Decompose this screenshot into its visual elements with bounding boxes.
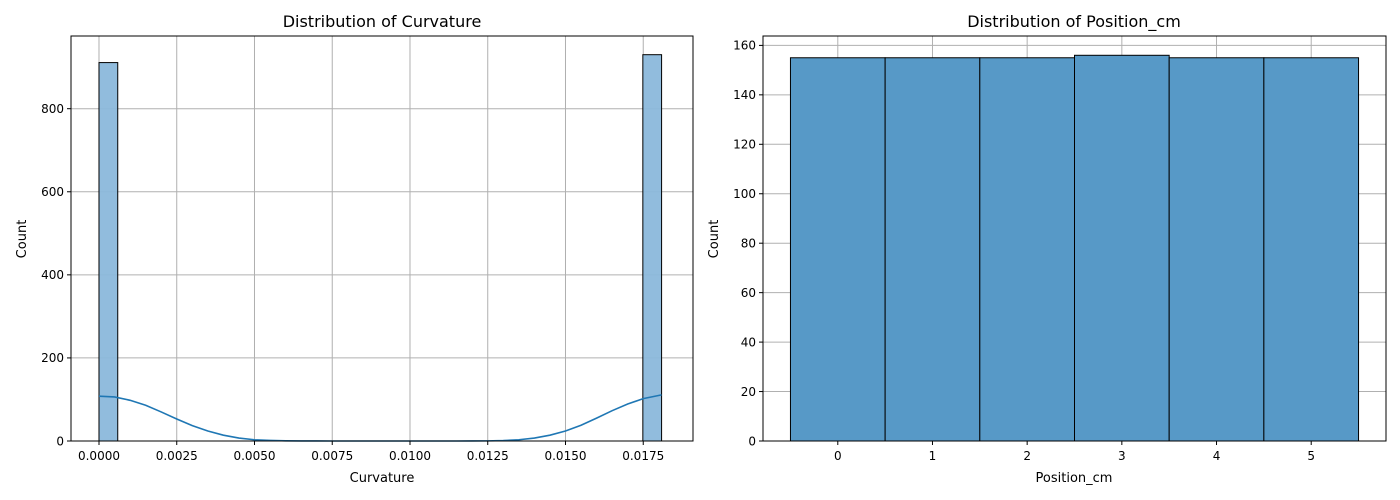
curvature-axes-frame	[70, 35, 694, 442]
position-histogram-bar	[1074, 54, 1170, 442]
curvature-x-tick-label: 0.0175	[622, 449, 664, 463]
position-y-tick-label: 140	[733, 88, 756, 102]
position-chart-title: Distribution of Position_cm	[967, 12, 1181, 32]
position-histogram-bar	[1168, 57, 1265, 442]
curvature-kde-line	[98, 394, 662, 442]
curvature-y-tick-label: 0	[56, 434, 64, 448]
curvature-x-tick-label: 0.0125	[467, 449, 509, 463]
position-axes-frame	[762, 35, 1387, 442]
curvature-y-tick-label: 400	[41, 268, 64, 282]
curvature-x-tick-label: 0.0050	[233, 449, 275, 463]
position-histogram-bar	[884, 57, 981, 442]
position-histogram-panel: 0 1 2 3 4 5 0 20 40 60 80 100 120 140 160 Distribution…	[707, 12, 1387, 486]
curvature-x-tick-label: 0.0100	[389, 449, 431, 463]
position-x-axis-label: Position_cm	[1036, 471, 1113, 486]
position-y-tick-label: 0	[748, 434, 756, 448]
position-y-tick-label: 160	[733, 39, 756, 53]
position-y-axis-label: Count	[707, 220, 722, 259]
curvature-x-axis-label: Curvature	[350, 471, 415, 486]
position-y-tick-label: 120	[733, 138, 756, 152]
curvature-histogram-bar	[642, 54, 663, 442]
curvature-x-tick-label: 0.0075	[311, 449, 353, 463]
position-histogram-bar	[1263, 57, 1360, 442]
position-x-tick-label: 1	[929, 449, 937, 463]
curvature-y-tick-label: 600	[41, 185, 64, 199]
curvature-x-tick-label: 0.0000	[78, 449, 120, 463]
curvature-histogram-bar	[98, 62, 119, 442]
curvature-y-tick-label: 200	[41, 351, 64, 365]
position-y-tick-label: 40	[741, 335, 756, 349]
curvature-y-axis-label: Count	[15, 220, 30, 259]
position-y-tick-label: 80	[741, 236, 756, 250]
position-x-tick-label: 4	[1213, 449, 1221, 463]
curvature-histogram-panel: 0.0000 0.0025 0.0050 0.0075 0.0100 0.0125 0.01…	[15, 12, 694, 486]
curvature-x-tick-label: 0.0150	[544, 449, 586, 463]
position-y-tick-label: 100	[733, 187, 756, 201]
position-histogram-bar	[979, 57, 1076, 442]
position-histogram-bar	[789, 57, 886, 442]
position-x-tick-label: 0	[834, 449, 842, 463]
position-y-tick-label: 60	[741, 286, 756, 300]
position-y-tick-label: 20	[741, 385, 756, 399]
position-x-tick-label: 2	[1023, 449, 1031, 463]
position-x-tick-label: 5	[1307, 449, 1315, 463]
position-x-tick-label: 3	[1118, 449, 1126, 463]
curvature-y-tick-label: 800	[41, 102, 64, 116]
curvature-chart-title: Distribution of Curvature	[283, 12, 482, 31]
curvature-x-tick-label: 0.0025	[156, 449, 198, 463]
